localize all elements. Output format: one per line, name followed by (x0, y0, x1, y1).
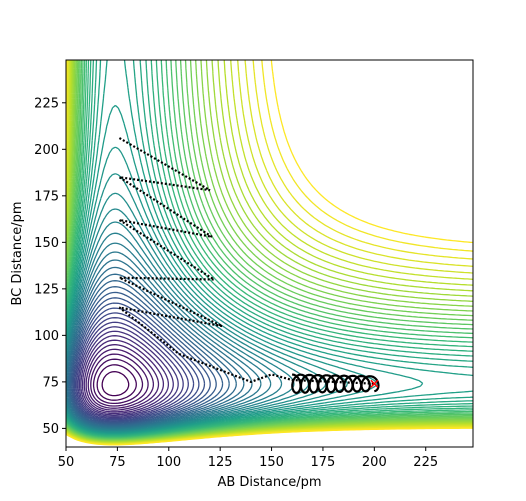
contour-level (68, 280, 230, 427)
contour-level (66, 60, 473, 446)
contour-level (90, 353, 149, 407)
contour-level (66, 251, 262, 430)
end-point-marker (370, 379, 379, 388)
contour-level (73, 307, 200, 422)
contour-level (85, 344, 160, 411)
y-tick-label: 175 (34, 189, 59, 204)
y-tick-label: 200 (34, 143, 59, 158)
contour-level (70, 291, 217, 425)
x-tick-label: 50 (58, 455, 75, 470)
y-tick-label: 100 (34, 329, 59, 344)
end-marker (370, 379, 379, 388)
contour-level (78, 326, 179, 417)
x-tick-label: 150 (259, 455, 284, 470)
x-tick-label: 200 (362, 455, 387, 470)
y-axis-ticks: 50 75 100 125 150 175 200 225 (34, 96, 66, 437)
y-tick-label: 150 (34, 236, 59, 251)
x-tick-label: 225 (413, 455, 438, 470)
plot-frame (65, 59, 474, 448)
contour-level (77, 321, 184, 419)
y-tick-label: 50 (42, 422, 59, 437)
contour-level (67, 273, 237, 427)
x-tick-label: 100 (156, 455, 181, 470)
x-axis-ticks: 50 75 100 125 150 175 200 225 (58, 447, 438, 470)
contour-level (69, 286, 224, 426)
contour-level (101, 370, 130, 397)
x-tick-label: 175 (311, 455, 336, 470)
contour-level (81, 335, 170, 415)
contour-level (66, 232, 283, 431)
contour-lines (66, 60, 473, 446)
contour-level (83, 339, 165, 413)
x-axis-label: AB Distance/pm (217, 475, 321, 490)
y-axis-label: BC Distance/pm (10, 201, 25, 305)
contour-level (66, 266, 245, 428)
y-tick-label: 75 (42, 375, 59, 390)
x-tick-label: 75 (109, 455, 126, 470)
trajectory-oscillation (291, 373, 380, 395)
y-tick-label: 125 (34, 282, 59, 297)
contour-level (96, 364, 137, 401)
contour-level (76, 317, 189, 420)
contour-level (92, 358, 144, 405)
contour-level (74, 312, 195, 421)
x-tick-label: 125 (208, 455, 233, 470)
contour-level (80, 330, 174, 416)
trajectory-path (118, 137, 380, 395)
contour-level (87, 348, 155, 409)
contour-level (66, 221, 295, 432)
y-tick-label: 225 (34, 96, 59, 111)
contour-level (72, 302, 206, 423)
contour-level (71, 297, 211, 424)
